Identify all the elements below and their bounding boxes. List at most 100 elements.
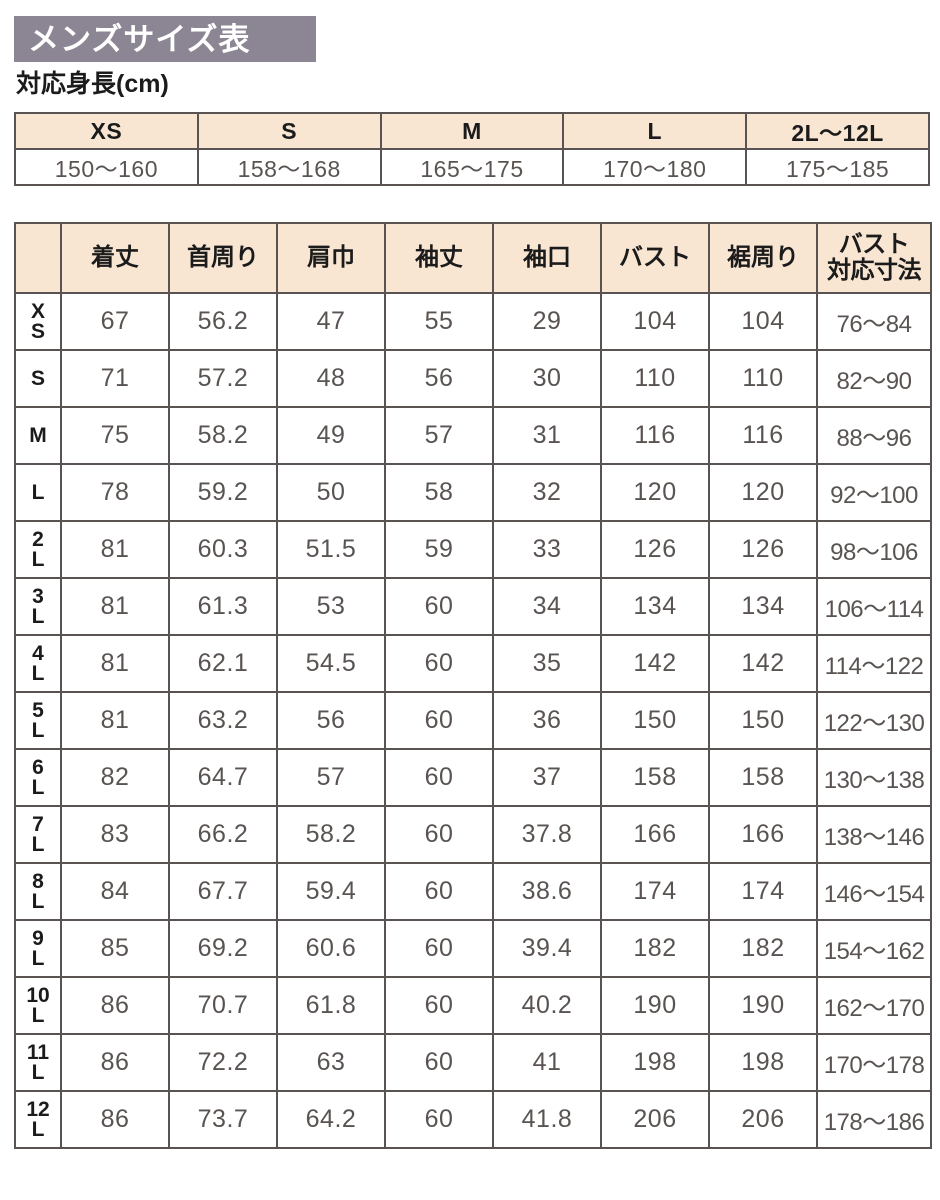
cell-cuff: 39.4 bbox=[492, 919, 602, 978]
measurement-header-length: 着丈 bbox=[60, 222, 170, 294]
cell-bust-fit: 170〜178 bbox=[816, 1033, 932, 1092]
height-section-label: 対応身長(cm) bbox=[16, 70, 169, 98]
cell-shoulder: 56 bbox=[276, 691, 386, 750]
size-label-cell: M bbox=[14, 406, 62, 465]
size-label-line-1: X bbox=[30, 299, 45, 323]
cell-cuff: 41.8 bbox=[492, 1090, 602, 1149]
header-line-1: バスト bbox=[838, 231, 910, 259]
size-label-line-2: L bbox=[31, 1060, 45, 1084]
cell-neck: 70.7 bbox=[168, 976, 278, 1035]
cell-sleeve: 60 bbox=[384, 634, 494, 693]
height-range-table: XS S M L 2L〜12L 150〜160 158〜168 165〜175 170〜180… bbox=[14, 112, 930, 186]
cell-bust-fit: 162〜170 bbox=[816, 976, 932, 1035]
cell-bust-fit: 82〜90 bbox=[816, 349, 932, 408]
cell-neck: 63.2 bbox=[168, 691, 278, 750]
cell-neck: 62.1 bbox=[168, 634, 278, 693]
cell-length: 81 bbox=[60, 691, 170, 750]
cell-sleeve: 59 bbox=[384, 520, 494, 579]
measurement-header-neck: 首周り bbox=[168, 222, 278, 294]
header-line-2: 対応寸法 bbox=[827, 257, 922, 284]
cell-sleeve: 60 bbox=[384, 1090, 494, 1149]
table-row: L 78 59.2 50 58 32 120 120 92〜100 bbox=[14, 463, 932, 522]
table-row: 11 L 86 72.2 63 60 41 198 198 170〜178 bbox=[14, 1033, 932, 1092]
cell-hem: 110 bbox=[708, 349, 818, 408]
table-row: M 75 58.2 49 57 31 116 116 88〜96 bbox=[14, 406, 932, 465]
cell-cuff: 40.2 bbox=[492, 976, 602, 1035]
cell-length: 81 bbox=[60, 634, 170, 693]
cell-cuff: 30 bbox=[492, 349, 602, 408]
cell-bust: 110 bbox=[600, 349, 710, 408]
size-label-line-1: 6 bbox=[32, 755, 44, 779]
cell-length: 67 bbox=[60, 292, 170, 351]
height-value-cell: 165〜175 bbox=[379, 148, 565, 186]
size-label-line-2: L bbox=[31, 547, 45, 571]
cell-shoulder: 59.4 bbox=[276, 862, 386, 921]
cell-cuff: 36 bbox=[492, 691, 602, 750]
cell-shoulder: 54.5 bbox=[276, 634, 386, 693]
cell-bust: 206 bbox=[600, 1090, 710, 1149]
table-row: 7 L 83 66.2 58.2 60 37.8 166 166 138〜146 bbox=[14, 805, 932, 864]
measurement-header-bust_fit: バスト 対応寸法 bbox=[816, 222, 932, 294]
cell-hem: 198 bbox=[708, 1033, 818, 1092]
cell-bust-fit: 138〜146 bbox=[816, 805, 932, 864]
cell-shoulder: 64.2 bbox=[276, 1090, 386, 1149]
cell-sleeve: 55 bbox=[384, 292, 494, 351]
table-row: 8 L 84 67.7 59.4 60 38.6 174 174 146〜154 bbox=[14, 862, 932, 921]
cell-sleeve: 60 bbox=[384, 976, 494, 1035]
cell-bust-fit: 122〜130 bbox=[816, 691, 932, 750]
size-label-line-1: M bbox=[29, 423, 47, 447]
measurement-table-corner bbox=[14, 222, 62, 294]
cell-neck: 58.2 bbox=[168, 406, 278, 465]
cell-bust-fit: 92〜100 bbox=[816, 463, 932, 522]
table-row: 4 L 81 62.1 54.5 60 35 142 142 114〜122 bbox=[14, 634, 932, 693]
size-label-line-2: L bbox=[31, 832, 45, 856]
size-label-line-2: L bbox=[31, 1117, 45, 1141]
cell-sleeve: 60 bbox=[384, 919, 494, 978]
height-header-s: S bbox=[196, 112, 382, 150]
table-row: 6 L 82 64.7 57 60 37 158 158 130〜138 bbox=[14, 748, 932, 807]
height-table-value-row: 150〜160 158〜168 165〜175 170〜180 175〜185 bbox=[14, 148, 930, 186]
cell-length: 75 bbox=[60, 406, 170, 465]
size-label-line-2: L bbox=[31, 604, 45, 628]
cell-bust-fit: 88〜96 bbox=[816, 406, 932, 465]
table-row: X S 67 56.2 47 55 29 104 104 76〜84 bbox=[14, 292, 932, 351]
cell-cuff: 38.6 bbox=[492, 862, 602, 921]
cell-bust-fit: 146〜154 bbox=[816, 862, 932, 921]
cell-bust: 182 bbox=[600, 919, 710, 978]
size-label-cell: 12 L bbox=[14, 1090, 62, 1149]
cell-cuff: 31 bbox=[492, 406, 602, 465]
height-header-xs: XS bbox=[14, 112, 199, 150]
cell-bust-fit: 106〜114 bbox=[816, 577, 932, 636]
cell-hem: 150 bbox=[708, 691, 818, 750]
cell-cuff: 32 bbox=[492, 463, 602, 522]
height-header-l: L bbox=[562, 112, 748, 150]
cell-hem: 142 bbox=[708, 634, 818, 693]
size-label-line-1: 2 bbox=[32, 527, 44, 551]
table-row: 2 L 81 60.3 51.5 59 33 126 126 98〜106 bbox=[14, 520, 932, 579]
cell-shoulder: 48 bbox=[276, 349, 386, 408]
measurement-header-sleeve: 袖丈 bbox=[384, 222, 494, 294]
size-label-line-1: 9 bbox=[32, 926, 44, 950]
cell-sleeve: 60 bbox=[384, 691, 494, 750]
cell-hem: 166 bbox=[708, 805, 818, 864]
measurement-header-shoulder: 肩巾 bbox=[276, 222, 386, 294]
cell-neck: 73.7 bbox=[168, 1090, 278, 1149]
cell-hem: 174 bbox=[708, 862, 818, 921]
cell-length: 83 bbox=[60, 805, 170, 864]
cell-hem: 190 bbox=[708, 976, 818, 1035]
height-value-cell: 158〜168 bbox=[196, 148, 382, 186]
cell-neck: 57.2 bbox=[168, 349, 278, 408]
size-label-line-1: 10 bbox=[26, 983, 50, 1007]
cell-neck: 66.2 bbox=[168, 805, 278, 864]
cell-neck: 64.7 bbox=[168, 748, 278, 807]
cell-bust: 150 bbox=[600, 691, 710, 750]
table-row: 10 L 86 70.7 61.8 60 40.2 190 190 162〜170 bbox=[14, 976, 932, 1035]
table-row: 5 L 81 63.2 56 60 36 150 150 122〜130 bbox=[14, 691, 932, 750]
cell-length: 85 bbox=[60, 919, 170, 978]
